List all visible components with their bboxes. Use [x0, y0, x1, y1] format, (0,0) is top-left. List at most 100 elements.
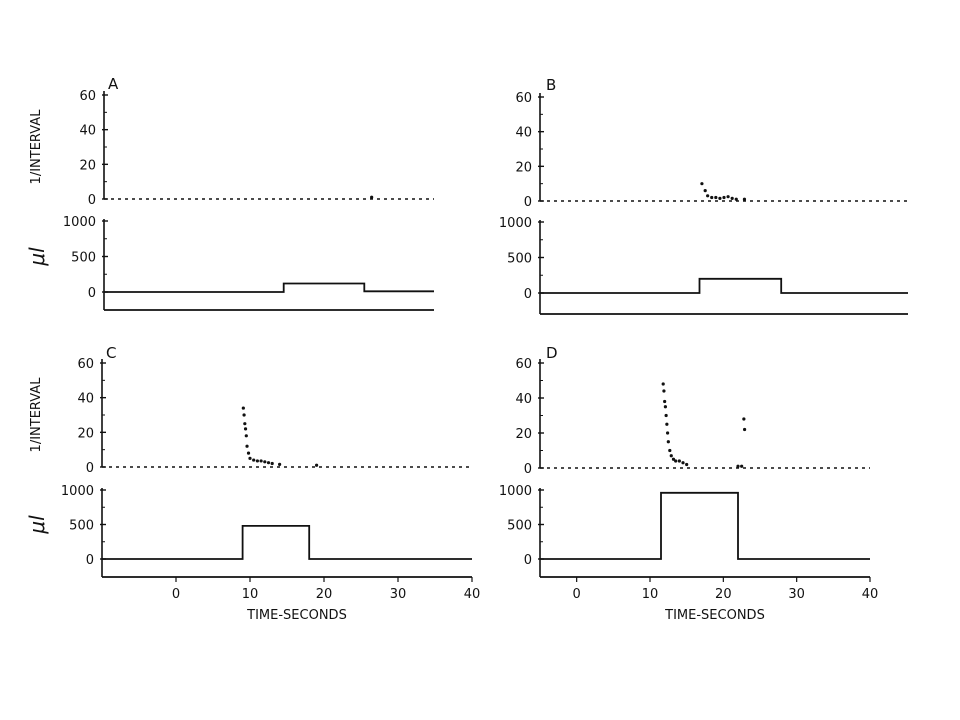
top-y-tick-label: 40 [77, 392, 94, 407]
data-point [315, 463, 319, 467]
data-point [736, 464, 740, 468]
data-point [242, 413, 246, 417]
data-point [255, 459, 259, 463]
panel-c: C 0 20 40 60 1/INTERVAL 0 500 1000 μl 0 10 20 30 40 TIM… [25, 344, 480, 623]
panel-d: D 0 20 40 60 0 500 1000 0 10 20 30 40 TIME-SECONDS [499, 344, 878, 623]
top-y-tick-label: 0 [86, 461, 94, 476]
data-point [370, 195, 374, 199]
data-point [241, 406, 245, 410]
x-tick-label: 40 [862, 587, 879, 602]
top-y-tick-label: 20 [515, 427, 532, 442]
data-point [706, 194, 710, 198]
x-axis-title: TIME-SECONDS [246, 608, 347, 623]
top-y-tick-label: 40 [515, 126, 532, 141]
data-point [700, 182, 704, 186]
panel-label: B [546, 76, 556, 94]
bottom-y-tick-label: 500 [69, 519, 94, 534]
top-y-tick-label: 20 [515, 160, 532, 175]
data-point [742, 197, 747, 201]
data-point [703, 189, 707, 193]
panel-label: A [108, 75, 119, 93]
bottom-y-axis-title: μl [25, 247, 49, 267]
data-point [666, 431, 670, 435]
x-tick-label: 10 [242, 587, 259, 602]
bottom-y-tick-label: 500 [71, 251, 96, 266]
x-tick-label: 20 [715, 587, 732, 602]
bottom-y-tick-label: 0 [524, 553, 532, 568]
data-point [246, 451, 251, 455]
data-point [677, 459, 681, 463]
data-point [674, 459, 678, 463]
data-point [663, 405, 668, 409]
volume-step-line [104, 282, 434, 293]
data-point [664, 413, 668, 418]
data-point [722, 195, 726, 200]
data-point [663, 399, 667, 404]
top-y-tick-label: 0 [524, 195, 532, 210]
data-point [665, 422, 669, 426]
top-y-tick-label: 40 [79, 124, 96, 139]
data-point [263, 460, 267, 464]
top-y-tick-label: 60 [515, 91, 532, 106]
bottom-y-tick-label: 500 [507, 252, 532, 267]
data-point [714, 195, 718, 200]
x-tick-label: 0 [573, 587, 581, 602]
top-y-tick-label: 20 [79, 158, 96, 173]
data-point [671, 457, 676, 461]
bottom-y-tick-label: 1000 [61, 484, 94, 499]
bottom-y-tick-label: 0 [88, 286, 96, 301]
x-tick-label: 40 [464, 587, 481, 602]
data-point [685, 462, 689, 467]
data-point [718, 196, 722, 200]
data-point [743, 427, 747, 432]
panel-b: B 0 20 40 60 0 500 1000 [499, 76, 908, 315]
data-point [243, 427, 248, 431]
x-axis-title: TIME-SECONDS [664, 608, 765, 623]
data-point [740, 464, 744, 468]
data-point [662, 389, 666, 393]
data-point [252, 458, 256, 462]
x-tick-label: 30 [788, 587, 805, 602]
x-tick-label: 20 [316, 587, 333, 602]
data-point [278, 462, 282, 466]
data-point [661, 382, 665, 386]
top-y-tick-label: 20 [77, 426, 94, 441]
volume-step-line [540, 491, 870, 560]
data-point [259, 459, 263, 463]
data-point [244, 434, 248, 438]
top-y-tick-label: 40 [515, 392, 532, 407]
data-point [243, 422, 247, 426]
volume-step-line [102, 525, 472, 560]
panel-label: D [546, 344, 558, 362]
data-point [245, 444, 249, 448]
data-point [270, 461, 274, 466]
bottom-y-tick-label: 1000 [499, 484, 532, 499]
top-y-tick-label: 60 [77, 357, 94, 372]
bottom-y-tick-label: 1000 [63, 215, 96, 230]
bottom-y-tick-label: 500 [507, 519, 532, 534]
data-point [726, 195, 730, 199]
x-tick-label: 10 [642, 587, 659, 602]
bottom-y-axis-title: μl [25, 515, 49, 535]
top-y-tick-label: 0 [524, 462, 532, 477]
bottom-y-tick-label: 1000 [499, 216, 532, 231]
bottom-y-tick-label: 0 [524, 287, 532, 302]
data-point [730, 196, 734, 200]
data-point [742, 417, 746, 421]
data-point [710, 195, 714, 200]
top-y-axis-title: 1/INTERVAL [29, 377, 44, 453]
top-y-tick-label: 0 [88, 193, 96, 208]
top-y-axis-title: 1/INTERVAL [29, 109, 44, 185]
panel-a: A 0 20 40 60 1/INTERVAL 0 500 1000 μl [25, 75, 434, 311]
x-tick-label: 0 [172, 587, 180, 602]
top-y-tick-label: 60 [515, 357, 532, 372]
data-point [681, 461, 685, 465]
x-tick-label: 30 [390, 587, 407, 602]
top-y-tick-label: 60 [79, 89, 96, 104]
bottom-y-tick-label: 0 [86, 553, 94, 568]
data-point [668, 448, 672, 453]
data-point [669, 454, 673, 458]
panel-label: C [106, 344, 116, 362]
data-point [734, 197, 738, 201]
